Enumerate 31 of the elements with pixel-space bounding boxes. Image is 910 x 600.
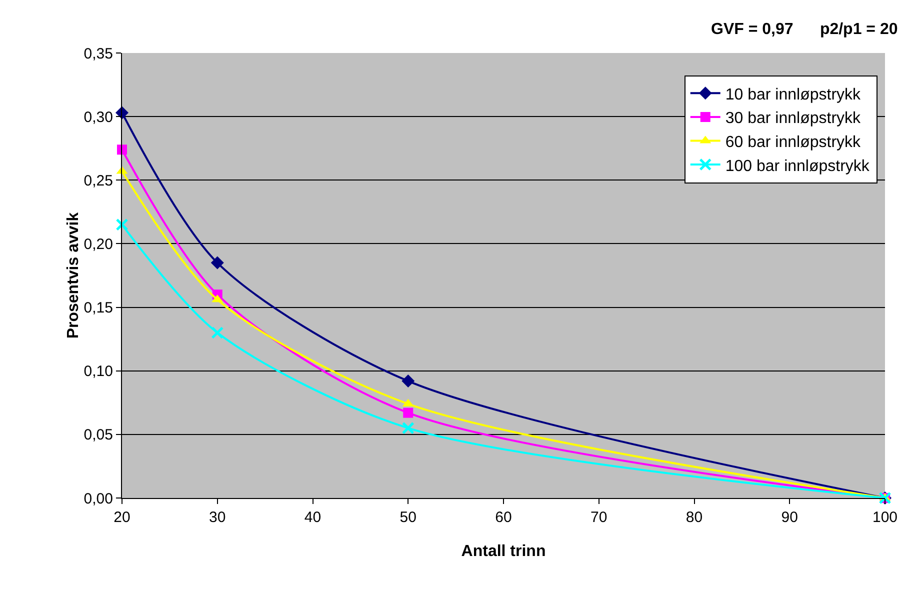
y-tick-label: 0,15 (84, 300, 113, 317)
y-tick-label: 0,25 (84, 172, 113, 190)
y-tick-label: 0,05 (84, 426, 113, 444)
x-axis-title: Antall trinn (461, 543, 546, 560)
y-tick-label: 0,00 (84, 490, 113, 508)
point (117, 144, 127, 155)
point (211, 326, 224, 339)
legend-label: 60 bar innløpstrykk (725, 134, 862, 151)
y-axis-title: Prosentvis avvik (64, 212, 82, 339)
point (210, 256, 224, 270)
x-tick-label: 100 (872, 509, 898, 526)
x-tick-label: 80 (686, 509, 703, 526)
point (403, 408, 414, 418)
legend-label: 100 bar innløpstrykk (725, 158, 870, 175)
x-tick-label: 70 (590, 509, 608, 526)
x-tick-label: 60 (495, 509, 512, 526)
point (402, 374, 415, 388)
legend-label: 10 bar innløpstrykk (725, 86, 862, 104)
y-tick-label: 0,10 (84, 363, 113, 380)
text: GVF = 0,97 p2/p1 = 20 (711, 21, 898, 38)
x-tick-label: 50 (400, 509, 416, 526)
x-tick-label: 30 (209, 509, 226, 526)
y-tick-label: 0,30 (84, 108, 113, 126)
legend-label: 30 bar innløpstrykk (725, 110, 862, 128)
x-tick-label: 20 (114, 509, 130, 526)
point (116, 218, 128, 231)
point (402, 422, 414, 434)
y-tick-label: 0,35 (84, 45, 113, 62)
x-tick-label: 40 (304, 509, 322, 526)
x-tick-label: 90 (781, 509, 798, 526)
y-tick-label: 0,20 (84, 236, 113, 253)
